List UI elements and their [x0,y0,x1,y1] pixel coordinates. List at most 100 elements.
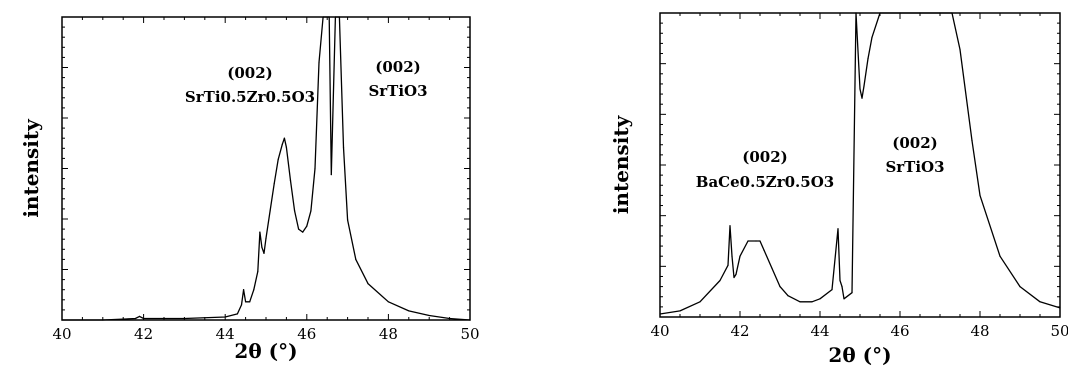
chart-left-x-tick-label: 46 [297,325,316,343]
chart-right-data-point [919,12,921,14]
chart-left-data-point [236,313,239,315]
chart-left-x-tick-label: 50 [460,325,479,343]
chart-right-data-point [855,12,857,14]
chart-right-data-point [871,36,873,38]
chart-right-data-point [951,12,953,14]
chart-left-data-point [138,315,141,317]
chart-right-data-point [679,310,681,312]
chart-right-data-point [819,298,821,300]
chart-left-x-tick-label: 42 [134,325,153,343]
chart-left-x-tick-label: 44 [216,325,235,343]
chart-left-x-axis-title: 2θ (°) [234,339,297,363]
chart-right-x-tick-label: 48 [970,322,989,340]
chart-right-data-point [839,279,841,282]
chart-left-data-point [449,317,451,320]
chart-right-annotation-hkl: (002) [742,148,788,166]
chart-right: 40 42 44 46 48 50 2θ (°) intensity (002) BaCe0.5Z… [590,0,1068,376]
chart-left-data-point [469,319,471,321]
chart-left-data-point [257,270,259,273]
chart-left-data-point [259,231,261,233]
chart-right-series-line [659,12,1061,315]
chart-left-data-point [355,258,357,260]
chart-right-data-point [799,301,801,303]
chart-right-annotation-hkl: (002) [892,134,938,152]
chart-left-data-point [289,180,292,182]
chart-right-data-point [787,295,789,297]
chart-right-y-axis-title: intensity [609,114,633,214]
chart-right-x-tick-label: 40 [650,322,669,340]
chart-left-data-point [253,289,255,291]
chart-left-annotation-hkl: (002) [375,58,421,76]
chart-right-data-point [719,279,721,282]
chart-right-annotation-compound: SrTiO3 [885,158,944,176]
chart-right-data-point [859,88,861,90]
chart-left-data-point [328,16,330,18]
chart-right-data-point [739,255,741,257]
chart-left-data-point [273,183,275,185]
chart-right-data-point [999,255,1001,257]
chart-left-data-point [134,317,137,320]
chart-left-data-point [387,301,389,303]
chart-left-data-point [269,210,271,212]
chart-left-y-axis-title: intensity [19,118,43,218]
chart-left-data-point [302,231,304,233]
chart-right-data-point [831,289,833,291]
chart-left-data-point [143,317,145,320]
chart-right-data-point [851,292,853,294]
chart-left-data-point [298,228,300,230]
chart-right-data-point [939,12,941,14]
chart-right-data-point [867,58,869,60]
chart-left-data-point [408,310,410,312]
chart-right-data-point [759,240,761,242]
chart-left-data-point [261,246,263,248]
chart-right-data-point [899,12,901,14]
chart-right-plot-frame [659,12,1061,318]
chart-right-x-tick-label: 46 [890,322,909,340]
chart-right-data-point [735,273,737,276]
chart-left-data-point [330,173,332,176]
chart-right-x-tick-label: 44 [810,322,829,340]
chart-right-data-point [843,298,845,300]
chart-left-data-point [428,314,430,317]
chart-right-data-point [1039,301,1041,303]
chart-left-data-point [285,146,287,148]
chart-right-data-point [837,228,839,230]
chart-left-annotation-compound: SrTiO3 [368,82,427,100]
chart-right-data-point [779,286,781,288]
chart-left-data-point [183,317,185,320]
chart-left-data-point [314,167,316,170]
chart-left-data-point [265,237,267,239]
chart-right-annotation-compound: BaCe0.5Zr0.5O3 [696,173,834,191]
chart-right-data-point [747,240,749,242]
chart-right-data-point [733,276,735,279]
chart-right-data-point [971,140,973,142]
chart-right-data-point [841,286,843,288]
chart-left-data-point [242,289,245,291]
chart-left: 40 42 44 46 48 50 2θ (°) intensity (002) SrTi0.5Z… [0,0,520,376]
chart-right-x-axis-title: 2θ (°) [828,343,891,367]
chart-right-data-point [731,255,733,257]
chart-right-data-point [727,264,729,266]
chart-left-data-point [342,146,345,148]
chart-right-data-point [771,267,773,269]
chart-right-data-point [861,97,863,99]
chart-right-data-point [1059,307,1061,309]
chart-left-data-point [334,16,336,18]
chart-right-x-tick-label: 42 [730,322,749,340]
chart-right-data-point [729,225,731,227]
chart-left-svg: 40 42 44 46 48 50 2θ (°) intensity (002) SrTi0.5Z… [19,16,480,363]
chart-left-data-point [306,225,308,227]
chart-left-data-point [61,319,63,321]
chart-right-x-tick-label: 50 [1050,322,1068,340]
chart-left-data-point [277,158,279,161]
chart-left-data-point [347,219,349,221]
chart-right-data-point [811,301,813,303]
chart-left-data-point [338,16,341,18]
chart-right-data-point [879,12,881,14]
chart-left-data-point [240,304,243,306]
chart-left-x-tick-label: 40 [52,325,71,343]
chart-left-data-point [263,252,265,254]
chart-left-data-point [322,16,324,18]
chart-left-series-line [62,16,471,321]
chart-right-data-point [979,194,981,196]
